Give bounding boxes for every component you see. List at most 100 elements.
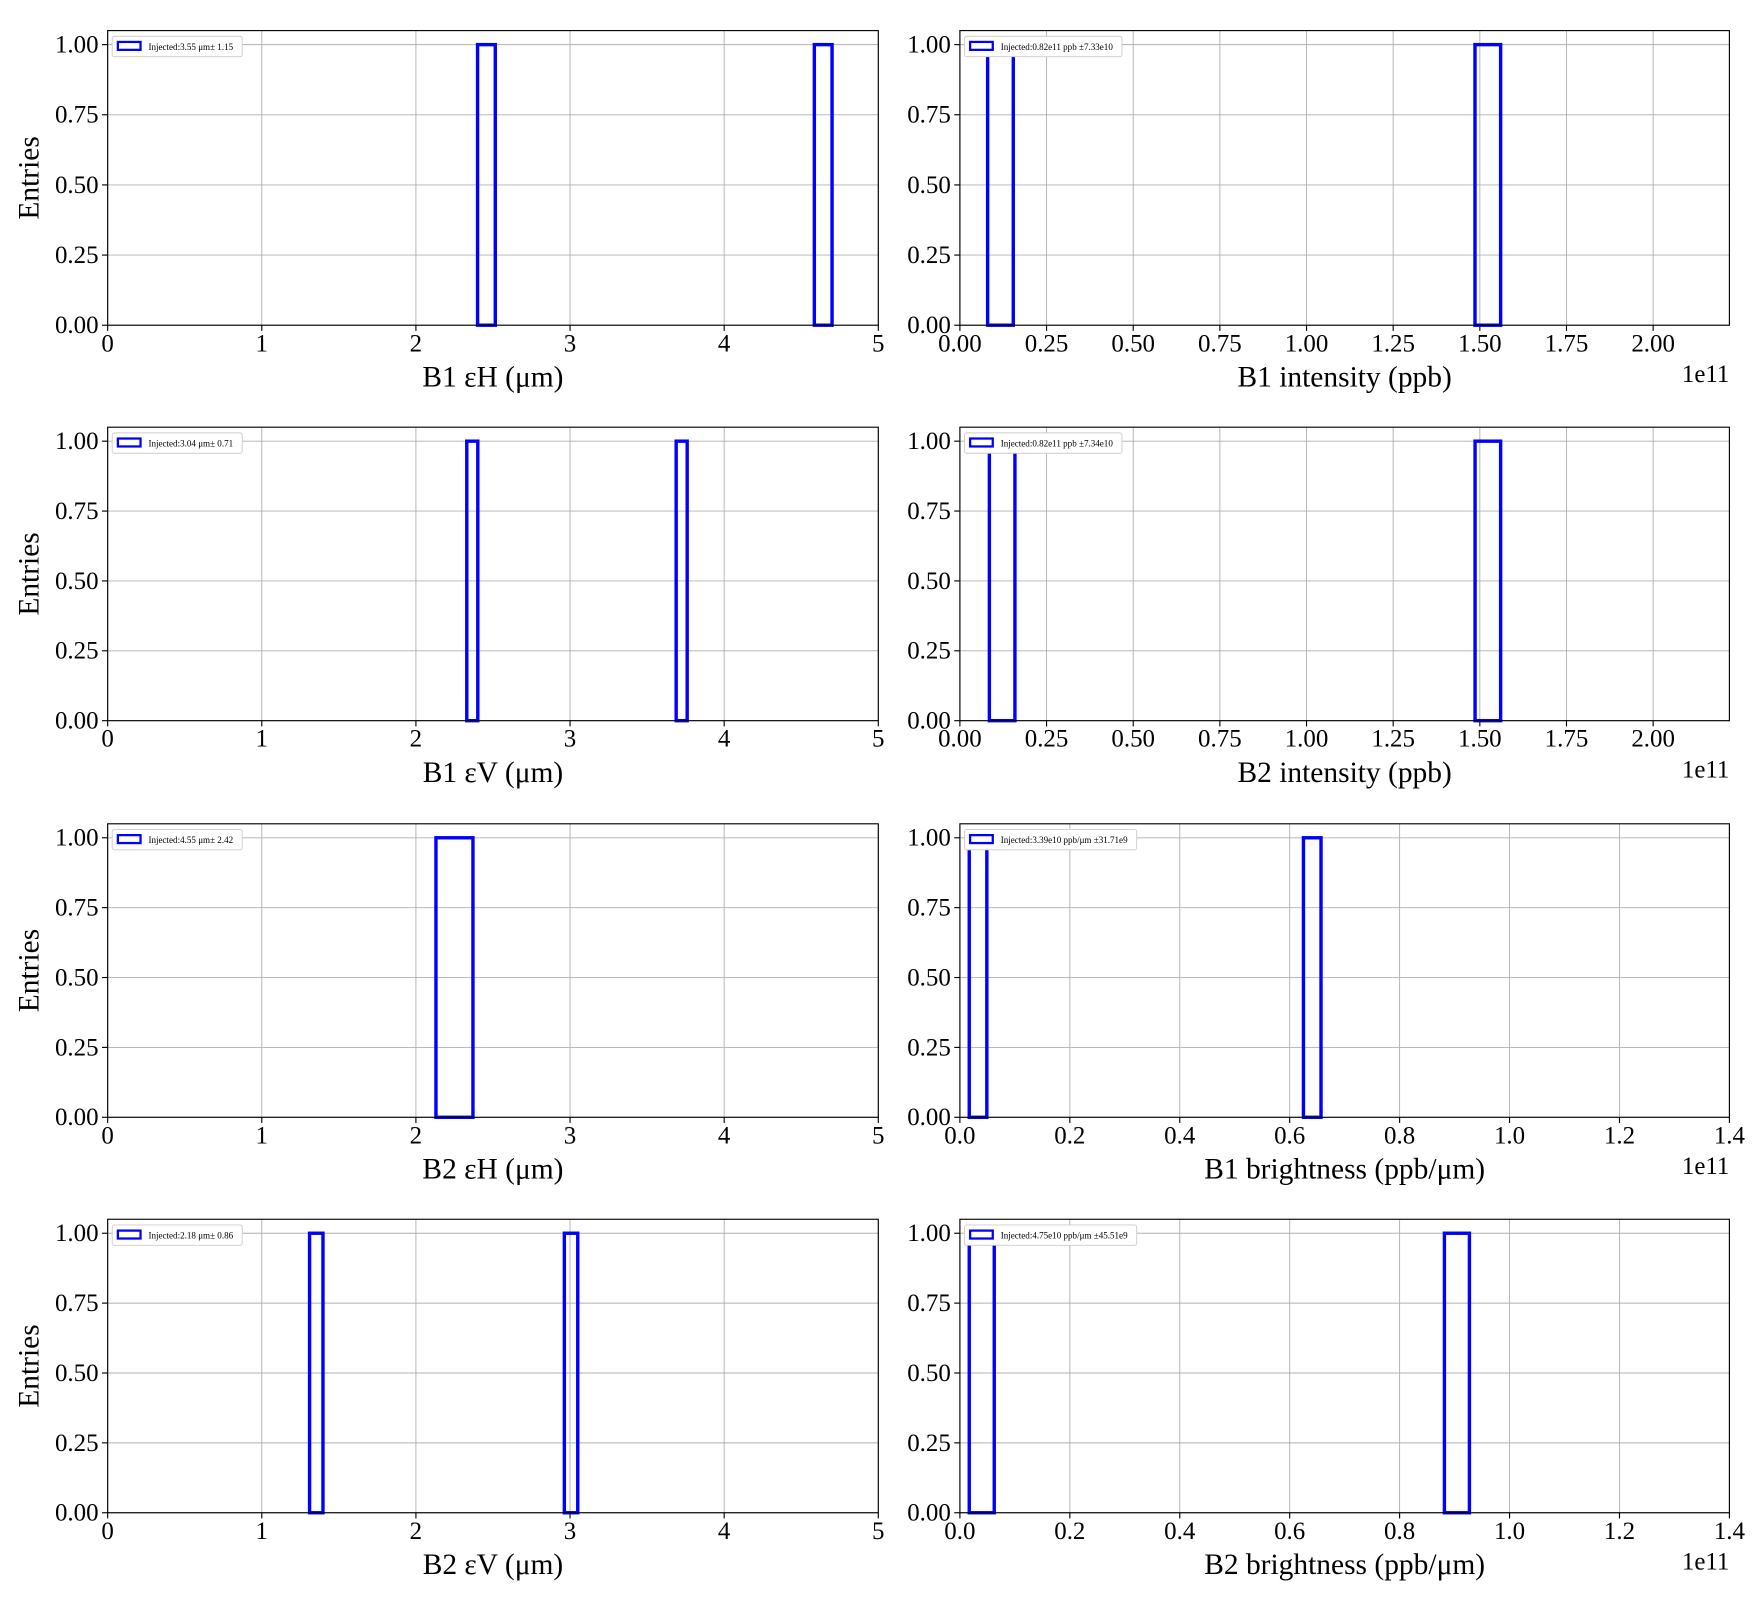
x-tick-label: 0.6: [1274, 1518, 1305, 1545]
x-tick-label: 0: [101, 1518, 113, 1545]
x-tick-label: 4: [718, 1122, 731, 1149]
x-tick-label: 1.2: [1604, 1122, 1635, 1149]
panel: 0.00 0.25 0.50 0.75 1.00 0 1 2 3 4 5 B2 εH (μm) Entr…: [14, 823, 885, 1185]
x-tick-label: 0.50: [1111, 726, 1155, 753]
y-tick-label: 0.00: [55, 1104, 99, 1131]
panel: 0.00 0.25 0.50 0.75 1.00 0.0 0.2 0.4 0.6 0.8 1.0 1.…: [907, 1218, 1746, 1581]
legend-label: Injected:3.39e10 ppb/μm ±31.71e9: [1001, 835, 1128, 845]
y-tick-label: 0.50: [55, 568, 99, 595]
y-tick-label: 0.00: [907, 1500, 951, 1527]
legend: Injected:3.04 μm± 0.71: [111, 432, 243, 454]
x-tick-label: 5: [872, 1122, 884, 1149]
x-tick-label: 3: [564, 330, 576, 357]
x-tick-label: 2.00: [1631, 726, 1675, 753]
legend-box: [963, 829, 1138, 851]
x-tick-label: 5: [872, 330, 884, 357]
axes-frame: [959, 1218, 1730, 1514]
x-tick-label: 1.00: [1285, 330, 1329, 357]
x-tick-label: 1.4: [1714, 1122, 1746, 1149]
legend-box: [111, 829, 243, 851]
y-tick-label: 0.50: [55, 172, 99, 199]
x-tick-label: 3: [564, 1518, 576, 1545]
legend: Injected:2.18 μm± 0.86: [111, 1224, 243, 1246]
axes-frame: [107, 823, 879, 1118]
y-tick-label: 0.25: [55, 1430, 99, 1457]
x-tick-label: 0.4: [1164, 1122, 1196, 1149]
y-tick-label: 0.50: [907, 172, 951, 199]
y-tick-label: 1.00: [907, 32, 951, 59]
x-tick-label: 4: [718, 330, 731, 357]
legend-swatch: [968, 437, 994, 448]
x-tick-label: 3: [564, 726, 576, 753]
plot-area: [107, 1219, 879, 1513]
x-tick-label: 0: [101, 1122, 113, 1149]
x-tick-label: 2.00: [1631, 330, 1675, 357]
x-axis-label: B1 intensity (ppb): [1237, 361, 1451, 393]
y-tick-label: 0.25: [907, 638, 951, 665]
y-tick-label: 1.00: [55, 428, 99, 455]
x-tick-label: 1.25: [1371, 330, 1415, 357]
x-tick-label: 0.4: [1164, 1518, 1196, 1545]
x-tick-label: 1.25: [1371, 726, 1415, 753]
offset-label: 1e11: [1682, 1153, 1730, 1180]
legend-label: Injected:0.82e11 ppb ±7.34e10: [1001, 438, 1114, 448]
legend-swatch: [968, 40, 994, 51]
y-tick-label: 1.00: [55, 825, 99, 852]
legend-swatch: [116, 437, 142, 448]
x-tick-label: 1: [256, 1122, 268, 1149]
y-tick-label: 1.00: [55, 32, 99, 59]
legend: Injected:3.55 μm± 1.15: [111, 35, 243, 58]
legend-label: Injected:4.75e10 ppb/μm ±45.51e9: [1001, 1231, 1128, 1241]
x-tick-label: 0.2: [1054, 1122, 1085, 1149]
x-tick-label: 0.25: [1025, 330, 1069, 357]
axes-frame: [959, 823, 1730, 1118]
x-tick-label: 5: [872, 1518, 884, 1545]
y-tick-label: 0.25: [55, 1034, 99, 1061]
plot-area: [107, 823, 879, 1118]
y-tick-label: 0.75: [907, 102, 951, 129]
y-tick-label: 0.25: [907, 1034, 951, 1061]
x-tick-label: 1.75: [1545, 330, 1589, 357]
x-axis-label: B1 εH (μm): [422, 361, 563, 393]
y-tick-label: 0.25: [55, 638, 99, 665]
x-axis-label: B2 εV (μm): [423, 1549, 564, 1581]
x-tick-label: 1.2: [1604, 1518, 1635, 1545]
x-tick-label: 0.2: [1054, 1518, 1085, 1545]
y-tick-label: 0.00: [55, 708, 99, 735]
y-tick-label: 0.75: [55, 102, 99, 129]
plot-area: [959, 1219, 1730, 1513]
x-tick-label: 1.0: [1494, 1518, 1525, 1545]
x-axis-label: B2 brightness (ppb/μm): [1204, 1549, 1485, 1581]
y-tick-label: 0.75: [55, 1290, 99, 1317]
y-tick-label: 0.00: [907, 312, 951, 339]
x-tick-label: 0.0: [944, 1122, 975, 1149]
x-tick-label: 1.4: [1714, 1518, 1746, 1545]
legend-swatch: [116, 40, 142, 51]
axes-frame: [107, 1218, 879, 1514]
x-tick-label: 0.8: [1384, 1518, 1415, 1545]
y-tick-label: 0.00: [55, 1500, 99, 1527]
x-tick-label: 2: [410, 1518, 422, 1545]
legend-label: Injected:3.04 μm± 0.71: [148, 438, 233, 448]
y-axis-label: Entries: [14, 1324, 46, 1407]
x-tick-label: 0.75: [1198, 726, 1242, 753]
legend: Injected:4.55 μm± 2.42: [111, 829, 243, 851]
legend-swatch: [968, 1229, 994, 1240]
legend-swatch: [968, 833, 994, 845]
y-tick-label: 0.50: [55, 964, 99, 991]
axes-frame: [107, 426, 879, 722]
y-tick-label: 1.00: [907, 428, 951, 455]
y-tick-label: 0.75: [55, 895, 99, 922]
legend-swatch: [116, 1229, 142, 1240]
x-tick-label: 0.75: [1198, 330, 1242, 357]
legend: Injected:3.39e10 ppb/μm ±31.71e9: [963, 829, 1138, 851]
panel: 0.00 0.25 0.50 0.75 1.00 0.00 0.25 0.50 0.75 1.00…: [907, 30, 1730, 393]
x-tick-label: 1.75: [1545, 726, 1589, 753]
legend-box: [963, 432, 1123, 454]
y-axis-label: Entries: [14, 532, 46, 615]
legend-label: Injected:0.82e11 ppb ±7.33e10: [1001, 42, 1114, 52]
legend-label: Injected:2.18 μm± 0.86: [148, 1231, 233, 1241]
x-tick-label: 2: [410, 1122, 422, 1149]
x-tick-label: 0: [101, 330, 113, 357]
